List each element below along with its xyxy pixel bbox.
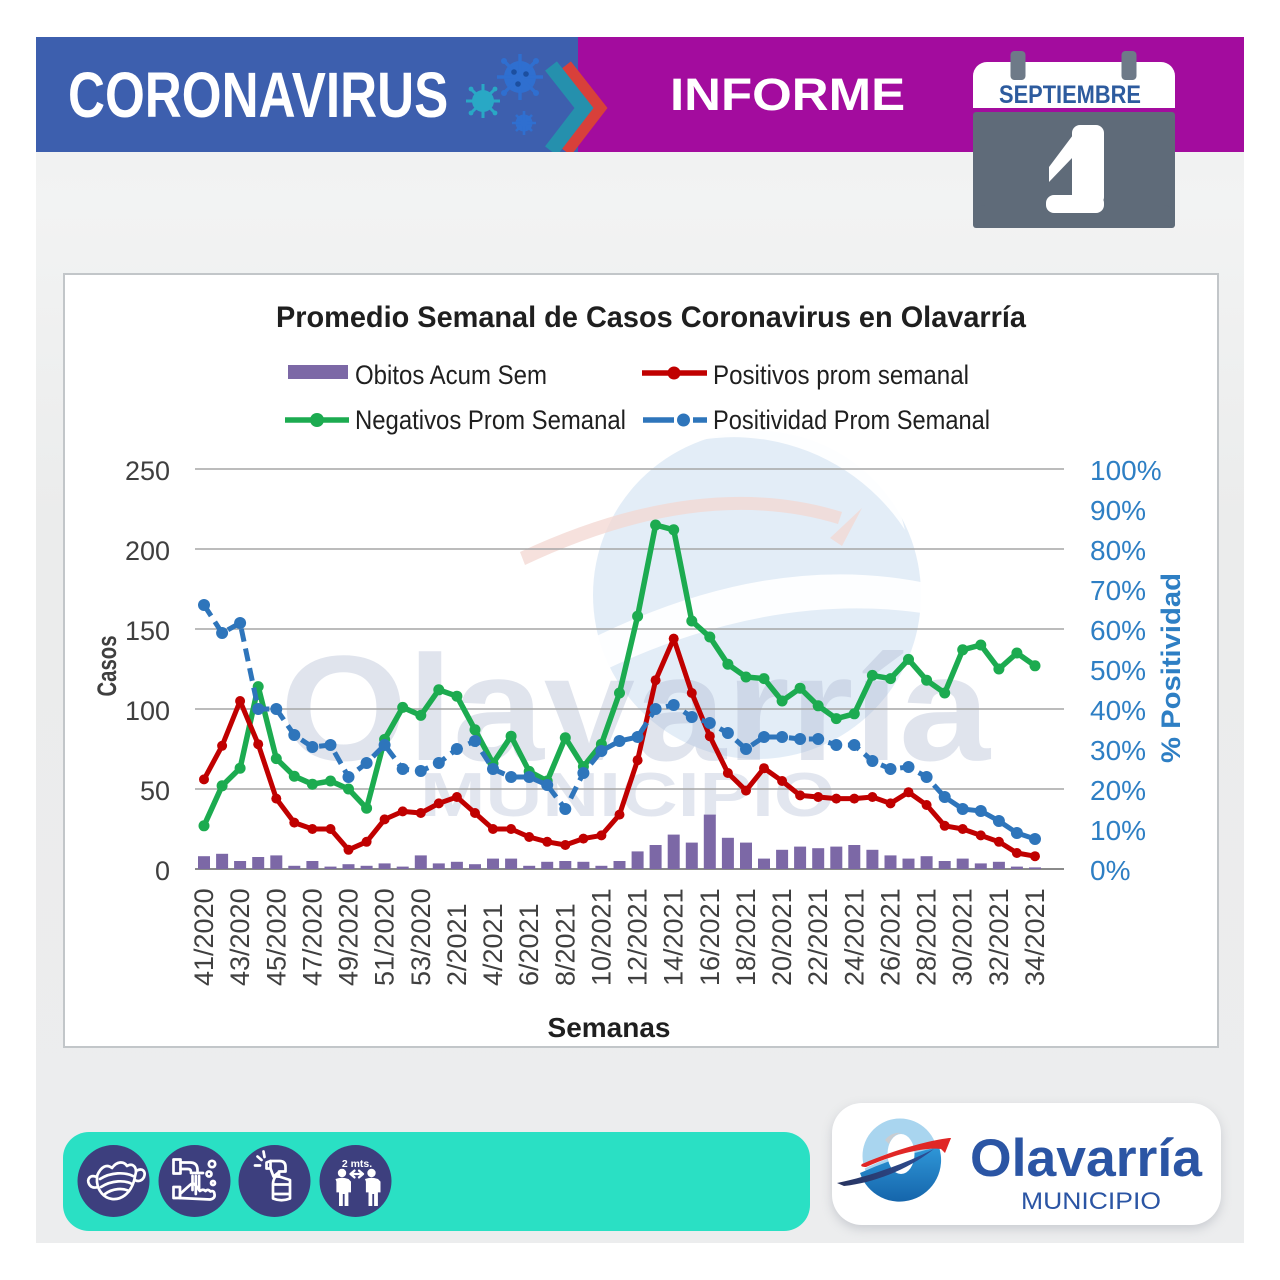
svg-text:150: 150 — [125, 616, 170, 646]
svg-text:Promedio Semanal de Casos Coro: Promedio Semanal de Casos Coronavirus en… — [276, 301, 1026, 334]
svg-text:200: 200 — [125, 536, 170, 566]
svg-text:30%: 30% — [1090, 735, 1146, 766]
svg-text:22/2021: 22/2021 — [803, 888, 833, 986]
svg-text:Obitos Acum Sem: Obitos Acum Sem — [355, 360, 547, 390]
svg-text:14/2021: 14/2021 — [659, 888, 689, 986]
svg-text:SEPTIEMBRE: SEPTIEMBRE — [999, 81, 1141, 109]
svg-text:Semanas: Semanas — [548, 1012, 671, 1043]
svg-text:41/2020: 41/2020 — [189, 888, 219, 986]
svg-text:12/2021: 12/2021 — [623, 888, 653, 986]
svg-text:Positividad Prom Semanal: Positividad Prom Semanal — [713, 405, 990, 435]
svg-text:26/2021: 26/2021 — [876, 888, 906, 986]
svg-text:40%: 40% — [1090, 695, 1146, 726]
svg-text:45/2020: 45/2020 — [261, 888, 291, 986]
svg-text:16/2021: 16/2021 — [695, 888, 725, 986]
svg-text:2 mts.: 2 mts. — [342, 1158, 372, 1170]
svg-text:% Positividad: % Positividad — [1156, 573, 1186, 763]
svg-text:2/2021: 2/2021 — [442, 903, 472, 986]
svg-text:4/2021: 4/2021 — [478, 903, 508, 986]
svg-text:24/2021: 24/2021 — [839, 888, 869, 986]
svg-text:32/2021: 32/2021 — [984, 888, 1014, 986]
svg-text:100%: 100% — [1090, 455, 1162, 486]
svg-text:20%: 20% — [1090, 775, 1146, 806]
svg-text:30/2021: 30/2021 — [948, 888, 978, 986]
svg-text:Positivos prom semanal: Positivos prom semanal — [713, 360, 969, 390]
svg-text:0: 0 — [155, 856, 170, 886]
svg-text:70%: 70% — [1090, 575, 1146, 606]
svg-text:90%: 90% — [1090, 495, 1146, 526]
svg-text:18/2021: 18/2021 — [731, 888, 761, 986]
svg-text:250: 250 — [125, 456, 170, 486]
svg-text:10/2021: 10/2021 — [586, 888, 616, 986]
svg-text:50: 50 — [140, 776, 170, 806]
svg-text:50%: 50% — [1090, 655, 1146, 686]
svg-text:8/2021: 8/2021 — [550, 903, 580, 986]
svg-text:34/2021: 34/2021 — [1020, 888, 1050, 986]
svg-text:49/2020: 49/2020 — [334, 888, 364, 986]
svg-text:Negativos Prom Semanal: Negativos Prom Semanal — [355, 405, 626, 435]
svg-text:0%: 0% — [1090, 855, 1130, 886]
svg-text:60%: 60% — [1090, 615, 1146, 646]
svg-text:43/2020: 43/2020 — [225, 888, 255, 986]
svg-text:Casos: Casos — [92, 636, 122, 697]
svg-text:6/2021: 6/2021 — [514, 903, 544, 986]
svg-text:Olavarría: Olavarría — [970, 1129, 1203, 1188]
svg-text:53/2020: 53/2020 — [406, 888, 436, 986]
svg-text:10%: 10% — [1090, 815, 1146, 846]
svg-text:80%: 80% — [1090, 535, 1146, 566]
svg-text:28/2021: 28/2021 — [912, 888, 942, 986]
svg-text:47/2020: 47/2020 — [297, 888, 327, 986]
svg-text:51/2020: 51/2020 — [370, 888, 400, 986]
svg-text:MUNICIPIO: MUNICIPIO — [1021, 1188, 1161, 1215]
svg-text:20/2021: 20/2021 — [767, 888, 797, 986]
svg-text:100: 100 — [125, 696, 170, 726]
